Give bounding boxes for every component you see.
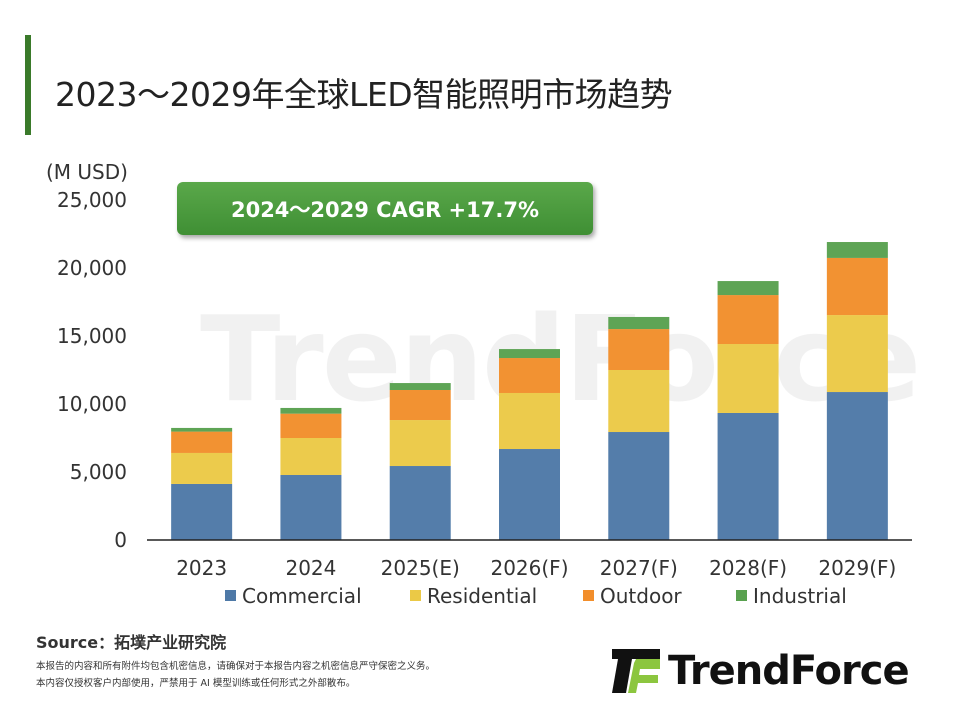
- bar-segment-industrial: [171, 427, 233, 432]
- bar-segment-outdoor: [280, 413, 342, 438]
- bar-segment-residential: [608, 370, 670, 433]
- legend-label-residential: Residential: [427, 584, 537, 608]
- cagr-badge: 2024～2029 CAGR +17.7%: [177, 182, 593, 235]
- y-tick-label: 5,000: [70, 460, 127, 484]
- bar-segment-outdoor: [499, 358, 560, 393]
- legend-swatch-residential: [410, 590, 421, 601]
- y-axis-unit: (M USD): [46, 160, 128, 184]
- x-tick-label: 2029(F): [818, 556, 896, 580]
- bar-segment-industrial: [717, 281, 779, 296]
- disclaimer-line-2: 本内容仅授权客户内部使用，严禁用于 AI 模型训练或任何形式之外部散布。: [36, 678, 356, 689]
- bar-segment-industrial: [389, 383, 451, 390]
- bar-segment-industrial: [826, 242, 888, 258]
- bar-segment-outdoor: [608, 329, 670, 370]
- x-tick-label: 2028(F): [709, 556, 787, 580]
- bar-segment-outdoor: [171, 431, 233, 453]
- legend-swatch-industrial: [736, 590, 747, 601]
- legend-swatch-commercial: [225, 590, 236, 601]
- bar-segment-commercial: [280, 474, 342, 540]
- bar-segment-commercial: [826, 392, 888, 540]
- page-title: 2023～2029年全球LED智能照明市场趋势: [55, 75, 673, 114]
- legend-label-commercial: Commercial: [242, 584, 362, 608]
- bar-segment-commercial: [389, 466, 451, 540]
- logo-text: TrendForce: [668, 648, 910, 694]
- legend-label-outdoor: Outdoor: [600, 584, 682, 608]
- x-tick-label: 2027(F): [600, 556, 678, 580]
- bar-segment-outdoor: [717, 295, 779, 345]
- bar-segment-commercial: [608, 432, 670, 540]
- bar-segment-industrial: [280, 407, 342, 414]
- bar-segment-residential: [717, 344, 779, 413]
- y-tick-label: 15,000: [57, 324, 127, 348]
- bar-segment-residential: [499, 392, 560, 450]
- bar-segment-commercial: [171, 483, 233, 540]
- x-tick-label: 2026(F): [490, 556, 568, 580]
- source-note: Source：拓墣产业研究院: [36, 633, 227, 652]
- trendforce-logo: TrendForce: [612, 648, 910, 694]
- disclaimer-line-1: 本报告的内容和所有附件均包含机密信息，请确保对于本报告内容之机密信息严守保密之义…: [36, 661, 436, 672]
- y-tick-label: 0: [114, 528, 127, 552]
- bar-segment-residential: [826, 315, 888, 393]
- x-tick-label: 2024: [285, 556, 336, 580]
- bar-segment-outdoor: [389, 389, 451, 421]
- legend-swatch-outdoor: [583, 590, 594, 601]
- bar-segment-commercial: [717, 412, 779, 540]
- bar-segment-residential: [171, 452, 233, 484]
- y-tick-label: 10,000: [57, 392, 127, 416]
- title-accent-bar: [25, 35, 31, 135]
- x-tick-label: 2023: [176, 556, 227, 580]
- legend-label-industrial: Industrial: [753, 584, 847, 608]
- bar-segment-outdoor: [826, 257, 888, 316]
- y-tick-label: 20,000: [57, 256, 127, 280]
- bar-segment-residential: [389, 420, 451, 467]
- y-tick-label: 25,000: [57, 188, 127, 212]
- bar-segment-residential: [280, 438, 342, 475]
- bar-segment-industrial: [608, 316, 670, 330]
- trendforce-logo-icon: [612, 649, 660, 693]
- bar-segment-commercial: [499, 449, 560, 540]
- x-tick-label: 2025(E): [381, 556, 460, 580]
- bar-segment-industrial: [499, 349, 560, 359]
